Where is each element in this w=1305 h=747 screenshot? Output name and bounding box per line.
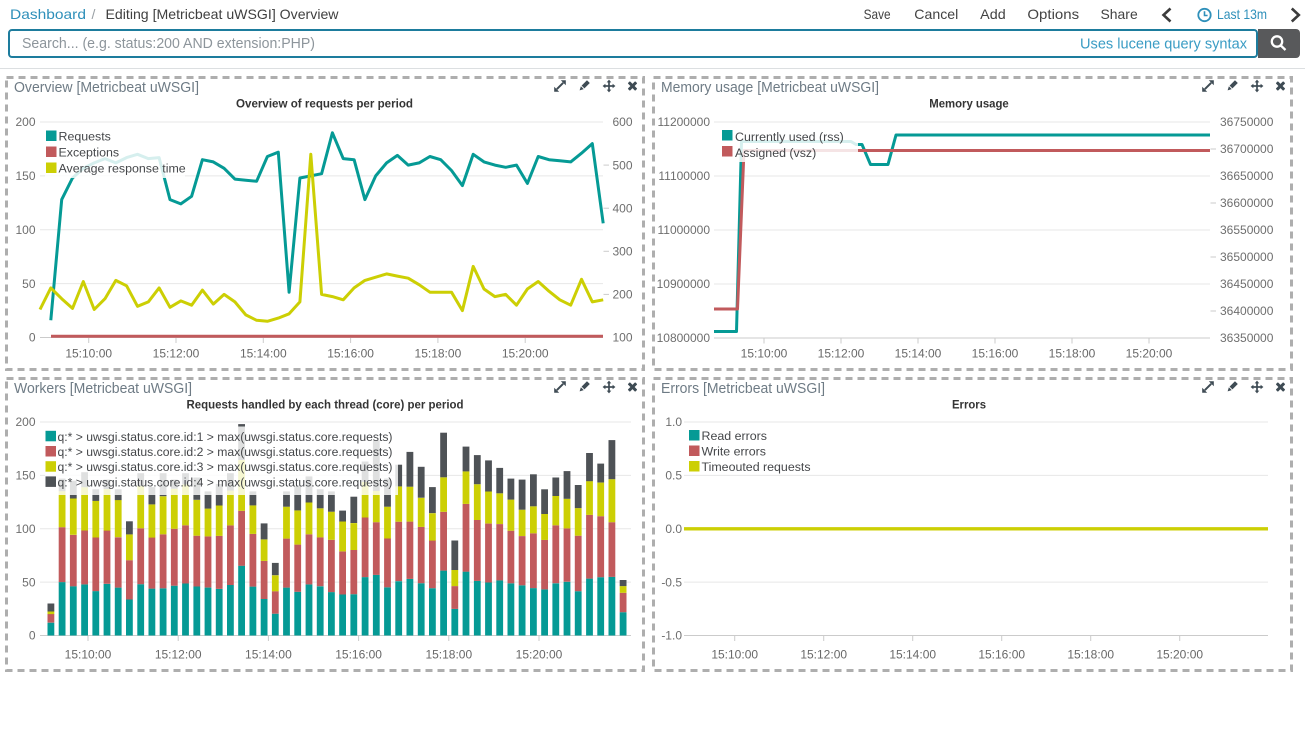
svg-text:200: 200	[15, 115, 35, 129]
svg-text:600: 600	[613, 115, 633, 129]
svg-text:Workers [Metricbeat uWSGI]: Workers [Metricbeat uWSGI]	[14, 381, 192, 397]
svg-text:50: 50	[22, 575, 36, 589]
svg-text:Read errors: Read errors	[702, 429, 767, 443]
svg-text:0.0: 0.0	[665, 522, 682, 536]
svg-text:Average response time: Average response time	[59, 161, 186, 175]
svg-text:Memory usage [Metricbeat uWSGI: Memory usage [Metricbeat uWSGI]	[661, 80, 879, 96]
svg-text:36700000: 36700000	[1220, 142, 1274, 156]
svg-text:36550000: 36550000	[1220, 223, 1274, 237]
svg-text:100: 100	[15, 223, 35, 237]
svg-text:Editing [Metricbeat uWSGI] Ove: Editing [Metricbeat uWSGI] Overview	[106, 6, 340, 22]
svg-text:15:18:00: 15:18:00	[425, 648, 472, 662]
svg-text:10900000: 10900000	[657, 277, 711, 291]
svg-text:15:10:00: 15:10:00	[65, 347, 112, 361]
svg-text:/: /	[92, 6, 96, 22]
svg-text:15:12:00: 15:12:00	[800, 648, 847, 662]
svg-text:15:18:00: 15:18:00	[1067, 648, 1114, 662]
svg-text:15:18:00: 15:18:00	[415, 347, 462, 361]
svg-text:0: 0	[29, 331, 36, 345]
svg-text:500: 500	[613, 158, 633, 172]
svg-text:150: 150	[15, 469, 35, 483]
svg-text:15:16:00: 15:16:00	[327, 347, 374, 361]
svg-text:15:14:00: 15:14:00	[245, 648, 292, 662]
svg-text:15:16:00: 15:16:00	[978, 648, 1025, 662]
svg-text:36400000: 36400000	[1220, 304, 1274, 318]
svg-text:100: 100	[15, 522, 35, 536]
svg-text:Memory usage: Memory usage	[929, 97, 1009, 111]
svg-text:Options: Options	[1027, 6, 1079, 22]
svg-text:200: 200	[613, 288, 633, 302]
svg-text:36650000: 36650000	[1220, 169, 1274, 183]
svg-text:15:14:00: 15:14:00	[889, 648, 936, 662]
svg-text:Uses lucene query syntax: Uses lucene query syntax	[1080, 37, 1247, 53]
svg-text:15:20:00: 15:20:00	[502, 347, 549, 361]
svg-text:Overview [Metricbeat uWSGI]: Overview [Metricbeat uWSGI]	[14, 80, 199, 96]
svg-text:Currently used (rss): Currently used (rss)	[735, 130, 844, 144]
svg-text:Requests: Requests	[59, 129, 111, 143]
svg-text:11000000: 11000000	[658, 223, 711, 237]
svg-text:15:12:00: 15:12:00	[153, 347, 200, 361]
svg-text:Dashboard: Dashboard	[10, 6, 86, 22]
svg-text:100: 100	[613, 331, 633, 345]
svg-text:-0.5: -0.5	[661, 575, 682, 589]
svg-text:Save: Save	[864, 6, 891, 22]
svg-text:Errors: Errors	[952, 398, 986, 412]
svg-text:150: 150	[15, 169, 35, 183]
svg-text:Add: Add	[980, 6, 1006, 22]
svg-text:15:20:00: 15:20:00	[516, 648, 563, 662]
svg-text:q:* > uwsgi.status.core.id:3 >: q:* > uwsgi.status.core.id:3 > max(uwsgi…	[58, 460, 393, 474]
svg-text:0: 0	[29, 629, 36, 643]
svg-text:36600000: 36600000	[1220, 196, 1274, 210]
svg-text:-1.0: -1.0	[661, 629, 682, 643]
svg-text:36350000: 36350000	[1220, 331, 1274, 345]
svg-text:Write errors: Write errors	[702, 445, 766, 459]
svg-text:200: 200	[15, 415, 35, 429]
svg-text:15:12:00: 15:12:00	[155, 648, 202, 662]
svg-text:Exceptions: Exceptions	[59, 145, 120, 159]
svg-text:15:10:00: 15:10:00	[711, 648, 758, 662]
svg-text:q:* > uwsgi.status.core.id:4 >: q:* > uwsgi.status.core.id:4 > max(uwsgi…	[58, 475, 393, 489]
svg-text:15:20:00: 15:20:00	[1156, 648, 1203, 662]
svg-text:Overview of requests per perio: Overview of requests per period	[236, 97, 413, 111]
svg-text:Errors [Metricbeat uWSGI]: Errors [Metricbeat uWSGI]	[661, 381, 825, 397]
svg-text:15:16:00: 15:16:00	[335, 648, 382, 662]
svg-text:15:18:00: 15:18:00	[1049, 347, 1096, 361]
svg-text:11100000: 11100000	[658, 169, 710, 183]
svg-text:Cancel: Cancel	[914, 6, 958, 22]
svg-text:50: 50	[22, 277, 36, 291]
svg-text:15:20:00: 15:20:00	[1126, 347, 1173, 361]
svg-text:Search... (e.g. status:200 AND: Search... (e.g. status:200 AND extension…	[22, 36, 315, 52]
svg-text:15:14:00: 15:14:00	[240, 347, 287, 361]
svg-text:15:10:00: 15:10:00	[741, 347, 788, 361]
svg-text:q:* > uwsgi.status.core.id:1 >: q:* > uwsgi.status.core.id:1 > max(uwsgi…	[58, 430, 393, 444]
svg-text:400: 400	[613, 201, 633, 215]
svg-text:Assigned (vsz): Assigned (vsz)	[735, 146, 816, 160]
svg-text:11200000: 11200000	[658, 115, 711, 129]
svg-text:1.0: 1.0	[665, 415, 682, 429]
svg-text:15:14:00: 15:14:00	[895, 347, 942, 361]
svg-text:Requests handled by each threa: Requests handled by each thread (core) p…	[187, 398, 464, 412]
svg-text:36500000: 36500000	[1220, 250, 1274, 264]
svg-text:15:12:00: 15:12:00	[818, 347, 865, 361]
svg-text:Last 13m: Last 13m	[1217, 6, 1267, 22]
svg-text:36450000: 36450000	[1220, 277, 1274, 291]
svg-text:0.5: 0.5	[665, 469, 682, 483]
svg-text:15:10:00: 15:10:00	[65, 648, 112, 662]
svg-text:300: 300	[613, 245, 633, 259]
svg-text:15:16:00: 15:16:00	[972, 347, 1019, 361]
svg-text:36750000: 36750000	[1220, 115, 1274, 129]
svg-text:q:* > uwsgi.status.core.id:2 >: q:* > uwsgi.status.core.id:2 > max(uwsgi…	[58, 445, 393, 459]
svg-text:10800000: 10800000	[657, 331, 711, 345]
svg-text:Timeouted requests: Timeouted requests	[702, 460, 811, 474]
svg-text:Share: Share	[1101, 6, 1138, 22]
